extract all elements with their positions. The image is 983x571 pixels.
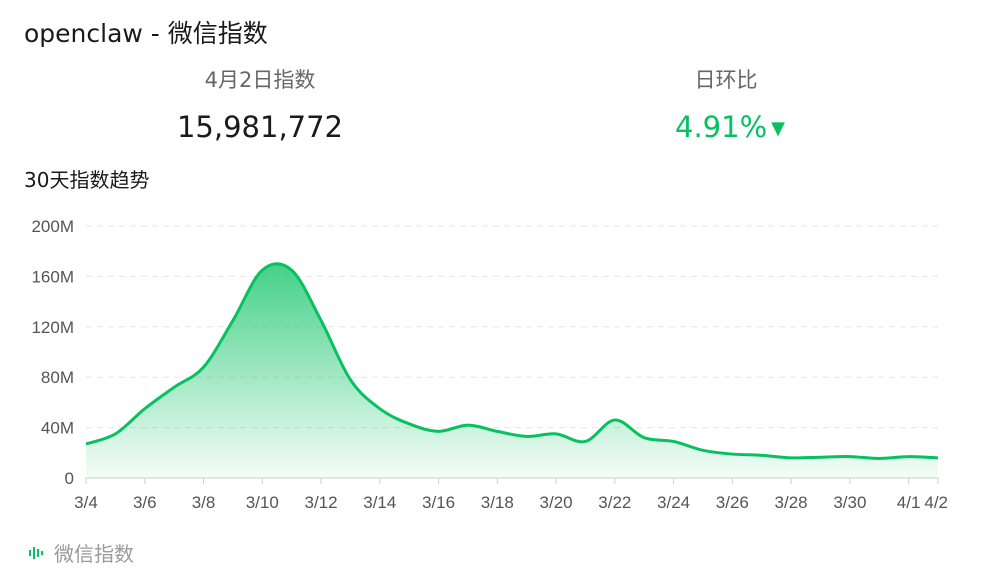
data-point[interactable] (551, 429, 561, 439)
x-tick-label: 4/1 (897, 493, 921, 512)
data-point[interactable] (845, 452, 855, 462)
x-tick-label: 3/30 (833, 493, 866, 512)
data-point[interactable] (404, 419, 414, 429)
x-tick-label: 3/20 (540, 493, 573, 512)
data-point[interactable] (669, 436, 679, 446)
trend-chart[interactable]: 0 40M 80M 120M 160M 200M 3/4 3/6 3/8 3/10 3/12 3/1… (0, 0, 983, 530)
footer-label: 微信指数 (54, 542, 134, 566)
y-tick-label: 0 (65, 469, 74, 488)
grid-lines (86, 225, 938, 429)
data-point[interactable] (257, 265, 267, 275)
data-point[interactable] (815, 452, 825, 462)
data-point[interactable] (786, 453, 796, 463)
x-tick-label: 4/2 (924, 493, 948, 512)
y-tick-label: 80M (41, 368, 74, 387)
y-tick-label: 40M (41, 419, 74, 438)
day-ratio-value: 4.91% (675, 110, 768, 144)
data-point[interactable] (287, 265, 297, 275)
y-tick-label: 160M (31, 267, 74, 286)
data-point[interactable] (81, 439, 91, 449)
index-date-label: 4月2日指数 (204, 68, 316, 92)
x-tick-label: 3/16 (422, 493, 455, 512)
page-title: openclaw - 微信指数 (24, 19, 268, 48)
data-point[interactable] (228, 316, 238, 326)
series-area (86, 263, 938, 478)
index-value: 15,981,772 (176, 110, 344, 144)
data-point[interactable] (904, 452, 914, 462)
x-tick-label: 3/4 (74, 493, 98, 512)
wechat-index-logo-icon (29, 546, 43, 559)
data-point[interactable] (316, 316, 326, 326)
data-point[interactable] (727, 449, 737, 459)
data-point[interactable] (110, 429, 120, 439)
data-point[interactable] (199, 362, 209, 372)
x-tick-label: 3/28 (775, 493, 808, 512)
data-point[interactable] (698, 445, 708, 455)
x-tick-label: 3/8 (192, 493, 216, 512)
y-tick-label: 200M (31, 217, 74, 236)
data-point[interactable] (492, 426, 502, 436)
y-axis: 0 40M 80M 120M 160M 200M (31, 217, 74, 488)
data-point[interactable] (639, 433, 649, 443)
data-point[interactable] (434, 426, 444, 436)
y-tick-label: 120M (31, 318, 74, 337)
data-point[interactable] (140, 404, 150, 414)
trend-title: 30天指数趋势 (24, 168, 150, 192)
x-axis: 3/4 3/6 3/8 3/10 3/12 3/14 3/16 3/18 3/20 3/22 3/2… (74, 477, 948, 512)
down-triangle-icon: ▼ (771, 118, 785, 139)
data-point[interactable] (933, 453, 943, 463)
data-point[interactable] (169, 382, 179, 392)
data-point[interactable] (375, 404, 385, 414)
data-point[interactable] (874, 453, 884, 463)
data-point[interactable] (463, 420, 473, 430)
data-point[interactable] (522, 431, 532, 441)
x-tick-label: 3/14 (363, 493, 396, 512)
day-ratio-value-wrap: 4.91% ▼ (630, 110, 830, 144)
x-tick-label: 3/6 (133, 493, 157, 512)
x-tick-label: 3/22 (598, 493, 631, 512)
x-tick-label: 3/12 (304, 493, 337, 512)
x-tick-label: 3/26 (716, 493, 749, 512)
x-tick-label: 3/10 (246, 493, 279, 512)
x-tick-label: 3/18 (481, 493, 514, 512)
data-point[interactable] (345, 375, 355, 385)
day-ratio-label: 日环比 (694, 68, 758, 92)
data-point[interactable] (610, 415, 620, 425)
data-point[interactable] (757, 450, 767, 460)
footer: 微信指数 (28, 538, 134, 567)
series-line (85, 262, 939, 460)
data-point[interactable] (580, 436, 590, 446)
x-tick-label: 3/24 (657, 493, 690, 512)
